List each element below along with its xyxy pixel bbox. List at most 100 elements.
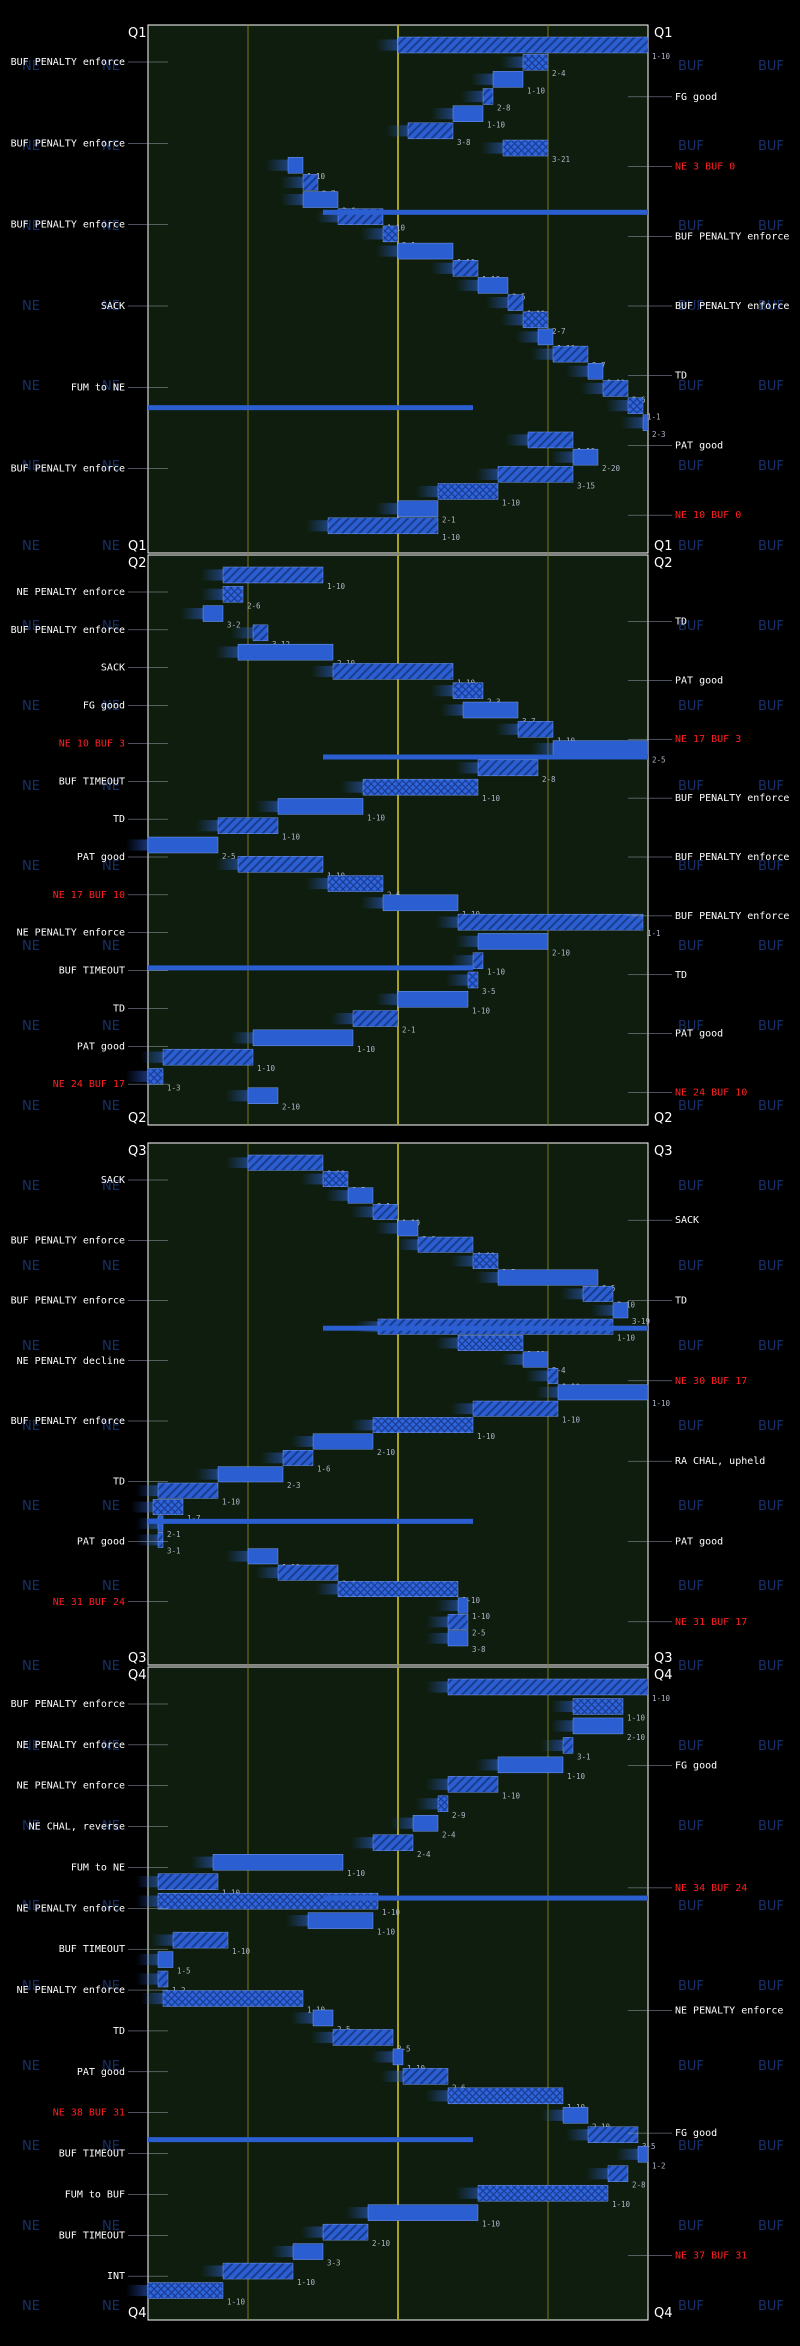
play-annotation: FUM to BUF <box>65 2189 125 2200</box>
play-trail <box>281 176 303 188</box>
quarter-label: Q1 <box>654 539 673 554</box>
down-distance-label: 1-2 <box>652 2161 666 2170</box>
play-bar <box>582 1285 614 1302</box>
team-watermark-left: NE <box>22 1899 40 1914</box>
play-trail <box>501 56 523 68</box>
play-trail <box>376 993 398 1005</box>
play-trail <box>201 588 223 600</box>
down-distance-label: 1-10 <box>257 1064 276 1073</box>
down-distance-label: 1-10 <box>502 1791 521 1800</box>
play-bar <box>312 1433 374 1450</box>
team-watermark-right: BUF <box>678 1099 704 1114</box>
play-trail <box>126 2284 148 2297</box>
down-distance-label: 1-10 <box>627 1713 646 1722</box>
play-trail <box>306 520 328 532</box>
team-watermark-right: BUF <box>758 1419 784 1434</box>
possession-arrow <box>323 1325 648 1331</box>
team-watermark-left: NE <box>22 1819 40 1834</box>
play-trail <box>471 73 493 85</box>
play-bar <box>397 991 469 1008</box>
play-bar <box>282 1449 314 1466</box>
score-annotation: NE 30 BUF 17 <box>675 1376 747 1387</box>
team-watermark-left: NE <box>22 859 40 874</box>
play-bar <box>302 174 319 191</box>
play-annotation: NE PENALTY enforce <box>675 2006 783 2017</box>
team-watermark-left: NE <box>102 1659 120 1674</box>
quarter-label: Q4 <box>654 1668 673 1683</box>
team-watermark-right: BUF <box>758 1579 784 1594</box>
down-distance-label: 2-10 <box>377 1448 396 1457</box>
play-annotation: BUF TIMEOUT <box>59 776 125 787</box>
team-watermark-right: BUF <box>678 2219 704 2234</box>
play-annotation: BUF TIMEOUT <box>59 966 125 977</box>
team-watermark-left: NE <box>22 1579 40 1594</box>
down-distance-label: 1-10 <box>282 833 301 842</box>
play-annotation: BUF PENALTY enforce <box>675 301 789 312</box>
play-bar <box>287 157 304 174</box>
play-trail <box>586 2168 608 2180</box>
team-watermark-left: NE <box>102 2139 120 2154</box>
play-annotation: PAT good <box>77 1041 125 1052</box>
down-distance-label: 1-10 <box>232 1947 251 1956</box>
play-bar <box>612 1302 629 1319</box>
team-watermark-right: BUF <box>758 1979 784 1994</box>
play-bar <box>157 1482 219 1499</box>
play-annotation: BUF PENALTY enforce <box>675 911 789 922</box>
play-bar <box>477 759 539 777</box>
team-watermark-right: BUF <box>678 619 704 634</box>
play-annotation: FUM to NE <box>71 382 125 393</box>
play-annotation: BUF PENALTY enforce <box>11 464 125 475</box>
play-bar <box>472 1400 559 1417</box>
play-bar <box>337 1581 459 1598</box>
down-distance-label: 1-10 <box>382 1908 401 1917</box>
team-watermark-left: NE <box>102 2219 120 2234</box>
team-watermark-right: BUF <box>678 219 704 234</box>
play-trail <box>216 858 238 870</box>
play-trail <box>451 1255 473 1267</box>
play-trail <box>126 1070 148 1083</box>
play-bar <box>407 122 454 140</box>
quarter-label: Q3 <box>654 1651 673 1666</box>
down-distance-label: 1-10 <box>652 1694 671 1703</box>
team-watermark-right: BUF <box>758 2139 784 2154</box>
play-trail <box>456 762 478 774</box>
team-watermark-right: BUF <box>758 1499 784 1514</box>
play-trail <box>196 820 218 832</box>
play-trail <box>391 1817 413 1829</box>
team-watermark-right: BUF <box>678 1419 704 1434</box>
play-annotation: BUF PENALTY enforce <box>675 231 789 242</box>
play-bar <box>277 798 364 815</box>
team-watermark-left: NE <box>22 1259 40 1274</box>
team-watermark-right: BUF <box>758 1739 784 1754</box>
down-distance-label: 3-3 <box>327 2259 341 2268</box>
play-bar <box>392 2048 404 2066</box>
play-trail <box>416 1798 438 1810</box>
play-annotation: FG good <box>675 1760 717 1771</box>
play-trail <box>446 974 468 986</box>
team-watermark-right: BUF <box>758 459 784 474</box>
play-bar <box>552 345 589 363</box>
team-watermark-right: BUF <box>678 1579 704 1594</box>
play-trail <box>136 1895 158 1907</box>
team-watermark-left: NE <box>22 1419 40 1434</box>
team-watermark-left: NE <box>102 1739 120 1754</box>
team-watermark-left: NE <box>22 59 40 74</box>
play-annotation: BUF PENALTY enforce <box>11 138 125 149</box>
play-trail <box>551 1700 573 1713</box>
team-watermark-left: NE <box>22 139 40 154</box>
play-trail <box>231 1032 253 1044</box>
play-bar <box>402 2068 449 2085</box>
play-bar <box>372 1834 414 1851</box>
score-annotation: NE 34 BUF 24 <box>675 1883 747 1894</box>
team-watermark-right: BUF <box>758 1259 784 1274</box>
play-trail <box>346 2207 368 2219</box>
down-distance-label: 2-3 <box>287 1481 301 1490</box>
down-distance-label: 2-7 <box>552 327 566 336</box>
play-trail <box>126 839 148 851</box>
play-trail <box>541 1739 563 1752</box>
quarter-label: Q3 <box>654 1144 673 1159</box>
down-distance-label: 1-10 <box>462 1596 481 1605</box>
play-annotation: BUF PENALTY enforce <box>11 1235 125 1246</box>
team-watermark-right: BUF <box>678 1259 704 1274</box>
